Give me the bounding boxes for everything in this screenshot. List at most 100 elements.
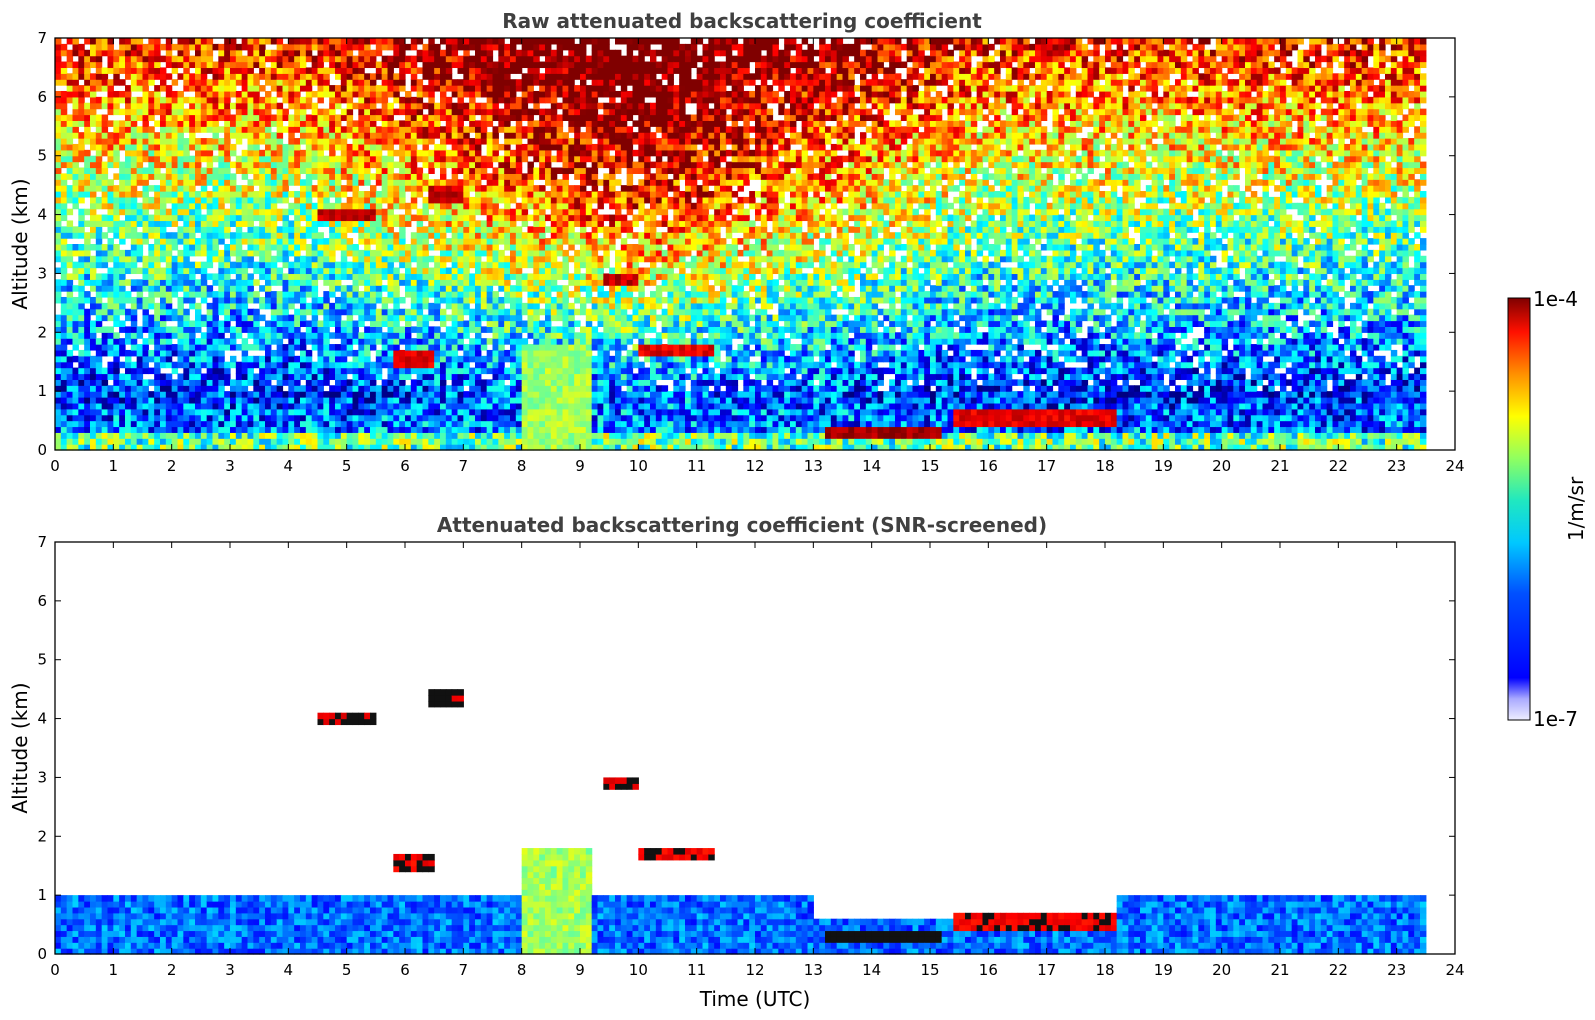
heatmap-cell bbox=[317, 208, 324, 216]
heatmap-cell bbox=[475, 79, 482, 86]
heatmap-cell bbox=[189, 191, 196, 198]
heatmap-cell bbox=[230, 43, 237, 51]
heatmap-cell bbox=[399, 43, 406, 51]
heatmap-cell bbox=[300, 314, 307, 322]
heatmap-cell bbox=[78, 408, 85, 416]
heatmap-cell bbox=[247, 102, 254, 110]
heatmap-cell bbox=[200, 55, 208, 63]
heatmap-cell bbox=[370, 232, 377, 239]
heatmap-cell bbox=[259, 67, 266, 74]
heatmap-cell bbox=[317, 408, 324, 416]
heatmap-cell bbox=[136, 349, 144, 357]
heatmap-cell bbox=[370, 173, 377, 180]
heatmap-cell bbox=[125, 120, 132, 127]
heatmap-cell bbox=[410, 296, 418, 304]
heatmap-cell bbox=[323, 244, 330, 251]
heatmap-cell bbox=[317, 220, 324, 227]
heatmap-cell bbox=[90, 179, 97, 186]
heatmap-cell bbox=[492, 361, 499, 369]
heatmap-cell bbox=[247, 43, 254, 51]
heatmap-cell bbox=[218, 426, 225, 433]
heatmap-cell bbox=[428, 114, 435, 121]
heatmap-cell bbox=[212, 244, 219, 251]
heatmap-cell bbox=[428, 167, 435, 174]
heatmap-cell bbox=[78, 391, 85, 398]
heatmap-cell bbox=[218, 279, 225, 286]
heatmap-cell bbox=[422, 379, 429, 386]
heatmap-cell bbox=[183, 55, 190, 63]
heatmap-cell bbox=[294, 438, 301, 445]
heatmap-cell bbox=[364, 402, 371, 410]
heatmap-cell bbox=[352, 267, 359, 275]
heatmap-cell bbox=[498, 391, 505, 398]
heatmap-cell bbox=[387, 191, 394, 198]
heatmap-cell bbox=[154, 379, 161, 386]
heatmap-cell bbox=[340, 344, 348, 351]
heatmap-cell bbox=[475, 273, 482, 280]
heatmap-cell bbox=[475, 267, 482, 275]
heatmap-cell bbox=[381, 143, 389, 151]
heatmap-cell bbox=[294, 38, 301, 45]
heatmap-cell bbox=[364, 102, 371, 110]
heatmap-cell bbox=[154, 279, 161, 286]
heatmap-cell bbox=[387, 385, 394, 392]
heatmap-cell bbox=[125, 214, 132, 222]
heatmap-cell bbox=[241, 432, 249, 439]
heatmap-cell bbox=[515, 291, 523, 298]
heatmap-cell bbox=[305, 279, 313, 286]
heatmap-cell bbox=[445, 255, 453, 263]
heatmap-cell bbox=[475, 120, 482, 127]
heatmap-cell bbox=[469, 397, 476, 404]
heatmap-cell bbox=[305, 414, 313, 422]
heatmap-cell bbox=[300, 196, 307, 204]
heatmap-cell bbox=[294, 420, 301, 428]
heatmap-cell bbox=[212, 249, 219, 257]
heatmap-cell bbox=[498, 90, 505, 98]
heatmap-cell bbox=[352, 67, 359, 74]
heatmap-cell bbox=[486, 79, 494, 86]
heatmap-cell bbox=[428, 255, 435, 263]
heatmap-cell bbox=[457, 96, 464, 104]
heatmap-cell bbox=[195, 385, 202, 392]
heatmap-cell bbox=[486, 161, 494, 169]
heatmap-cell bbox=[510, 379, 517, 386]
heatmap-cell bbox=[335, 208, 342, 216]
heatmap-cell bbox=[177, 361, 184, 369]
heatmap-cell bbox=[270, 161, 278, 169]
heatmap-cell bbox=[107, 391, 114, 398]
heatmap-cell bbox=[475, 438, 482, 445]
heatmap-cell bbox=[370, 108, 377, 116]
heatmap-cell bbox=[270, 38, 278, 45]
heatmap-cell bbox=[416, 138, 424, 145]
heatmap-cell bbox=[125, 379, 132, 386]
heatmap-cell bbox=[66, 38, 74, 45]
heatmap-cell bbox=[206, 402, 214, 410]
heatmap-cell bbox=[66, 120, 74, 127]
heatmap-cell bbox=[346, 49, 354, 57]
heatmap-cell bbox=[189, 438, 196, 445]
heatmap-cell bbox=[428, 291, 435, 298]
heatmap-cell bbox=[247, 273, 254, 280]
heatmap-cell bbox=[370, 444, 377, 451]
heatmap-cell bbox=[130, 196, 138, 204]
heatmap-cell bbox=[183, 367, 190, 375]
heatmap-cell bbox=[475, 444, 482, 451]
heatmap-cell bbox=[259, 191, 266, 198]
heatmap-cell bbox=[171, 155, 179, 163]
heatmap-cell bbox=[55, 155, 62, 163]
heatmap-cell bbox=[469, 402, 476, 410]
heatmap-cell bbox=[95, 220, 103, 227]
heatmap-cell bbox=[335, 438, 342, 445]
heatmap-cell bbox=[329, 391, 336, 398]
heatmap-cell bbox=[136, 402, 144, 410]
heatmap-cell bbox=[60, 244, 68, 251]
heatmap-cell bbox=[165, 373, 173, 380]
heatmap-cell bbox=[294, 279, 301, 286]
heatmap-cell bbox=[457, 408, 464, 416]
heatmap-cell bbox=[492, 308, 499, 316]
heatmap-cell bbox=[480, 55, 488, 63]
heatmap-cell bbox=[346, 291, 354, 298]
heatmap-cell bbox=[241, 261, 249, 269]
heatmap-cell bbox=[200, 385, 208, 392]
heatmap-cell bbox=[206, 220, 214, 227]
